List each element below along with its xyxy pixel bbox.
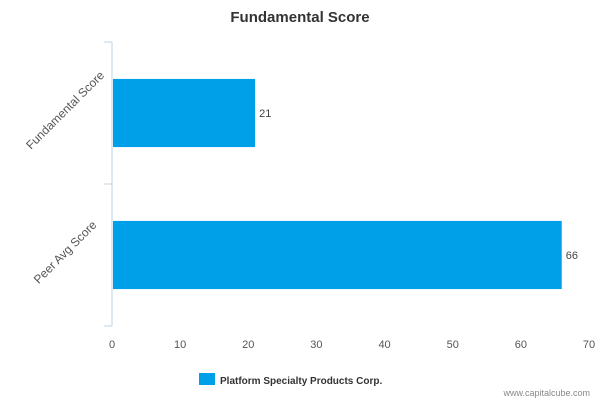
legend-swatch	[199, 373, 215, 385]
x-tick-label: 10	[174, 339, 186, 351]
x-tick-label: 30	[310, 339, 322, 351]
category-label: Peer Avg Score	[31, 218, 100, 287]
legend-label: Platform Specialty Products Corp.	[220, 376, 382, 387]
x-tick-label: 70	[583, 339, 595, 351]
x-tick-label: 20	[242, 339, 254, 351]
x-tick-label: 50	[447, 339, 459, 351]
x-tick-label: 0	[109, 339, 115, 351]
category-label: Fundamental Score	[23, 68, 107, 152]
x-tick-label: 40	[378, 339, 390, 351]
bar-peer-avg-score	[113, 220, 562, 290]
x-tick-label: 60	[515, 339, 527, 351]
chart-title: Fundamental Score	[230, 9, 369, 26]
legend: Platform Specialty Products Corp.	[199, 373, 382, 387]
data-label: 21	[259, 108, 271, 120]
plot-area: 21 Fundamental Score 66 Peer Avg Score 0 10 20…	[23, 41, 595, 351]
data-label: 66	[566, 250, 578, 262]
bar-fundamental-score	[113, 78, 256, 148]
credit-text: www.capitalcube.com	[502, 388, 590, 398]
